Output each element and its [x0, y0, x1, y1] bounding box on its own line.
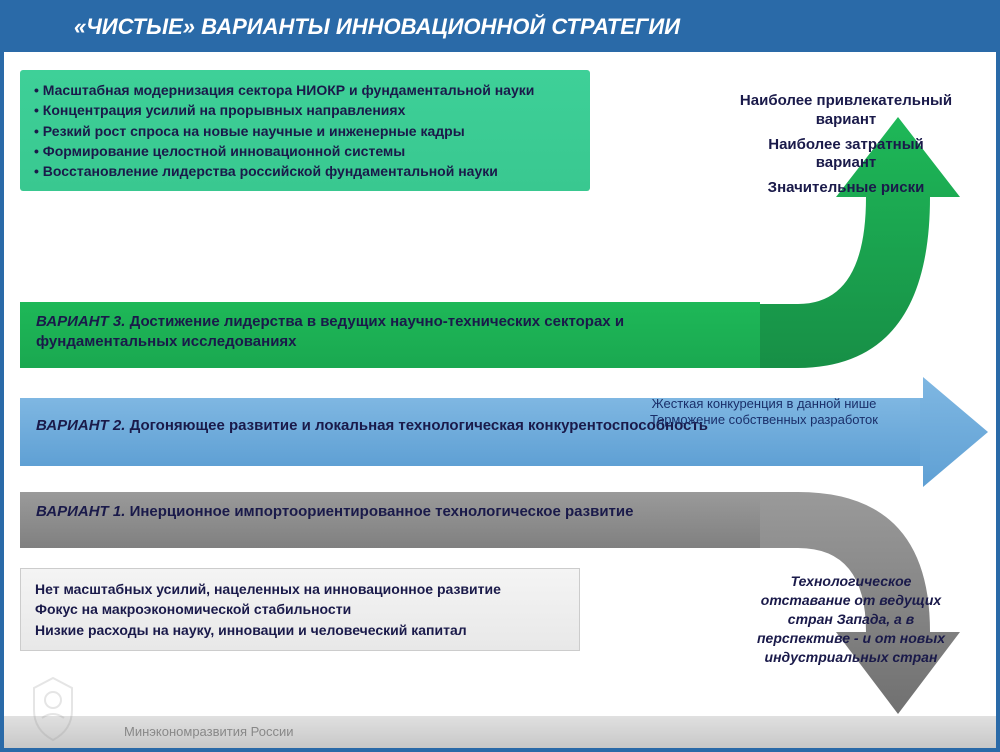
variant2-label: ВАРИАНТ 2. — [36, 417, 125, 434]
variant1-text: Инерционное импортоориентированное техно… — [130, 503, 634, 520]
variant1-bullet: Фокус на макроэкономической стабильности — [35, 599, 565, 619]
outcome-label: Жесткая конкуренция в данной нише — [604, 396, 924, 412]
variant3-bullet: • Восстановление лидерства российской фу… — [44, 161, 576, 181]
variant2-outcome-labels: Жесткая конкуренция в данной нише Тормож… — [604, 396, 924, 427]
variant3-bullet: • Масштабная модернизация сектора НИОКР … — [44, 80, 576, 100]
variant3-details-box: • Масштабная модернизация сектора НИОКР … — [20, 70, 590, 191]
outcome-label: Технологическое отставание от ведущих ст… — [746, 572, 956, 666]
variant1-outcome-labels: Технологическое отставание от ведущих ст… — [746, 572, 956, 666]
variant1-bullet: Нет масштабных усилий, нацеленных на инн… — [35, 579, 565, 599]
slide: «ЧИСТЫЕ» ВАРИАНТЫ ИННОВАЦИОННОЙ СТРАТЕГИ… — [0, 0, 1000, 752]
variant3-label: ВАРИАНТ 3. — [36, 313, 125, 330]
slide-title: «ЧИСТЫЕ» ВАРИАНТЫ ИННОВАЦИОННОЙ СТРАТЕГИ… — [4, 4, 996, 52]
variant1-band: ВАРИАНТ 1. Инерционное импортоориентиров… — [20, 492, 760, 548]
outcome-label: Значительные риски — [736, 179, 956, 198]
footer-bar: Минэкономразвития России — [4, 716, 996, 748]
variant3-bullet: • Концентрация усилий на прорывных напра… — [44, 100, 576, 120]
variant1-details-box: Нет масштабных усилий, нацеленных на инн… — [20, 568, 580, 651]
variant1-label: ВАРИАНТ 1. — [36, 503, 125, 520]
variant2-arrow-icon — [918, 377, 988, 487]
variant3-bullet: • Резкий рост спроса на новые научные и … — [44, 121, 576, 141]
outcome-label: Наиболее привлекательный вариант — [736, 92, 956, 130]
variant1-bullet: Низкие расходы на науку, инновации и чел… — [35, 620, 565, 640]
variant3-band: ВАРИАНТ 3. Достижение лидерства в ведущи… — [20, 302, 760, 368]
emblem-icon — [22, 674, 84, 744]
outcome-label: Наиболее затратный вариант — [736, 136, 956, 174]
outcome-label: Торможение собственных разработок — [604, 412, 924, 428]
footer-text: Минэкономразвития России — [124, 724, 293, 739]
variant3-text: Достижение лидерства в ведущих научно-те… — [36, 313, 624, 350]
variant3-outcome-labels: Наиболее привлекательный вариант Наиболе… — [736, 92, 956, 204]
content-area: • Масштабная модернизация сектора НИОКР … — [4, 52, 996, 716]
variant3-bullet: • Формирование целостной инновационной с… — [44, 141, 576, 161]
